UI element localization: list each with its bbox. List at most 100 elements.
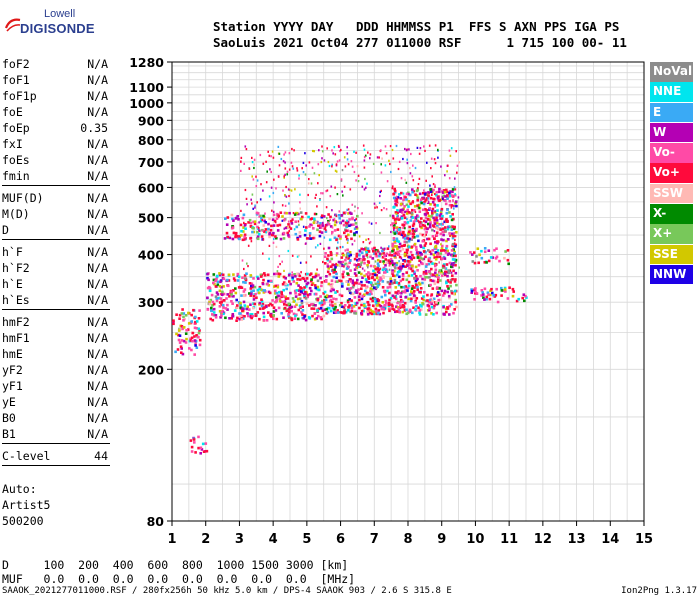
echo-point <box>396 211 399 215</box>
echo-point <box>217 296 221 300</box>
echo-point <box>414 279 418 283</box>
echo-point <box>442 264 445 268</box>
echo-point <box>384 267 387 271</box>
echo-point <box>395 203 398 207</box>
echo-point <box>266 282 269 286</box>
echo-point <box>491 256 495 259</box>
echo-point <box>403 234 406 237</box>
echo-point <box>421 208 425 212</box>
echo-point <box>434 184 436 187</box>
echo-point <box>285 303 289 307</box>
echo-point <box>371 287 374 291</box>
echo-point <box>439 232 443 236</box>
x-tick-label: 11 <box>500 532 518 547</box>
echo-point <box>333 263 337 267</box>
echo-point <box>428 270 431 274</box>
echo-point <box>285 287 288 291</box>
echo-point <box>452 269 455 273</box>
echo-point <box>371 296 375 300</box>
echo-point <box>226 278 229 282</box>
echo-point <box>367 275 370 279</box>
echo-point <box>424 269 428 273</box>
echo-point <box>357 295 361 298</box>
echo-point <box>212 281 215 285</box>
echo-point <box>208 285 211 289</box>
echo-point <box>290 222 294 225</box>
echo-point <box>447 252 451 255</box>
echo-point <box>395 305 398 308</box>
y-tick-label: 900 <box>138 113 164 128</box>
echo-point <box>358 253 361 257</box>
param-value: 0.35 <box>80 121 108 135</box>
echo-point <box>451 236 455 240</box>
echo-point <box>399 295 403 298</box>
echo-point <box>300 287 303 290</box>
echo-point <box>252 227 255 230</box>
echo-point <box>377 271 381 274</box>
echo-point <box>277 272 280 275</box>
echo-point <box>458 161 460 164</box>
echo-point <box>216 274 219 278</box>
echo-point <box>370 282 373 286</box>
echo-point <box>243 162 245 165</box>
echo-point <box>398 270 401 273</box>
echo-point <box>248 218 252 222</box>
echo-point <box>237 218 240 221</box>
echo-point <box>423 193 427 196</box>
echo-point <box>313 284 317 287</box>
echo-point <box>358 282 361 285</box>
echo-point <box>251 175 253 178</box>
echo-point <box>444 202 448 206</box>
echo-point <box>302 317 306 320</box>
echo-point <box>319 242 322 245</box>
echo-point <box>426 212 429 215</box>
echo-point <box>389 214 391 217</box>
echo-point <box>414 245 418 249</box>
echo-point <box>394 251 397 255</box>
echo-point <box>392 244 396 248</box>
echo-point <box>315 213 318 216</box>
echo-point <box>354 302 357 305</box>
echo-point <box>340 214 344 217</box>
echo-point <box>198 329 201 332</box>
echo-point <box>412 220 416 223</box>
echo-point <box>414 299 417 303</box>
echo-point <box>416 234 420 238</box>
echo-point <box>392 226 396 230</box>
echo-point <box>211 300 215 304</box>
echo-point <box>454 243 458 247</box>
param-row: M(D) N/A <box>2 206 110 222</box>
echo-point <box>447 238 450 241</box>
echo-point <box>259 198 262 201</box>
echo-point <box>244 227 247 230</box>
echo-point <box>264 212 266 215</box>
echo-point <box>435 311 438 315</box>
echo-point <box>220 310 223 314</box>
echo-point <box>436 241 439 245</box>
logo-line1: Lowell <box>44 8 76 20</box>
param-row: fmin N/A <box>2 168 110 184</box>
echo-point <box>368 242 371 245</box>
echo-point <box>363 269 366 272</box>
param-label: fmin <box>2 169 30 183</box>
echo-point <box>241 216 245 220</box>
echo-point <box>360 297 364 301</box>
echo-point <box>419 198 423 201</box>
echo-point <box>272 210 275 213</box>
echo-point <box>284 167 287 170</box>
echo-point <box>432 306 436 310</box>
echo-point <box>296 238 300 241</box>
echo-point <box>318 230 322 233</box>
param-value: N/A <box>87 293 108 307</box>
echo-point <box>288 211 291 215</box>
echo-point <box>206 308 210 311</box>
echo-point <box>440 249 443 252</box>
echo-point <box>311 303 314 306</box>
x-tick-label: 5 <box>302 532 311 547</box>
echo-point <box>298 304 302 308</box>
echo-point <box>295 289 299 292</box>
echo-point <box>500 286 503 290</box>
echo-point <box>261 219 263 222</box>
echo-point <box>190 445 194 449</box>
echo-point <box>369 290 372 293</box>
